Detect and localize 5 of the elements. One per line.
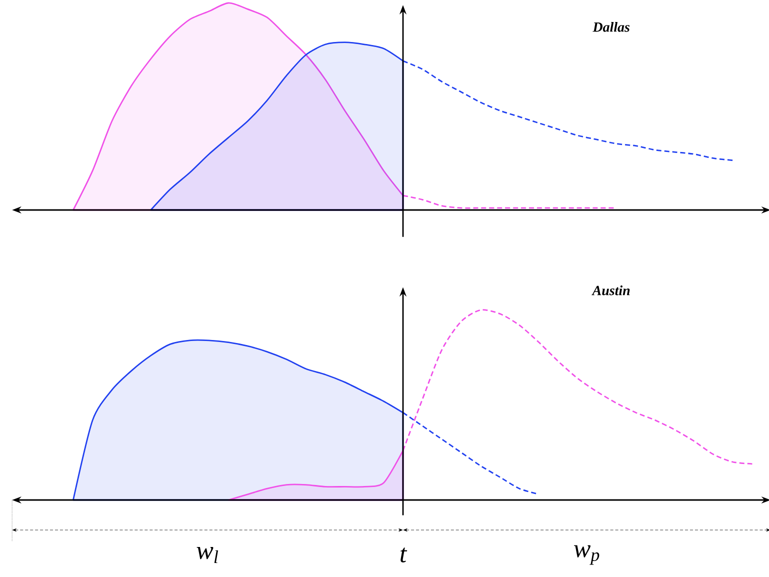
text: t [400,548,408,562]
text: w$_{p}$ [574,545,600,565]
text: w$_{l}$ [196,547,218,563]
chart-title: Austin [592,285,630,296]
text: Dallas [592,22,630,32]
